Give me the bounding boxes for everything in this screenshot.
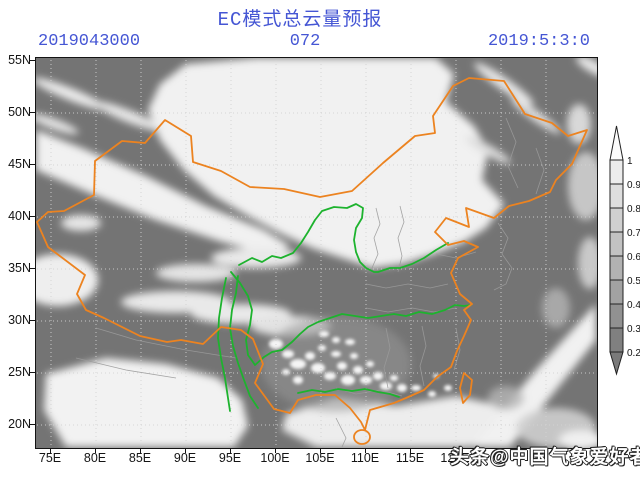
colorbar-label: 0.7 — [627, 228, 640, 239]
y-axis-tick — [30, 319, 35, 321]
river-lines — [217, 203, 472, 412]
x-axis-label: 90E — [173, 451, 197, 465]
x-axis-tick — [49, 448, 51, 453]
x-axis-tick — [409, 448, 411, 453]
x-axis-tick — [94, 448, 96, 453]
yangtze-river — [230, 271, 472, 366]
x-axis-label: 75E — [38, 451, 62, 465]
x-axis-label: 105E — [305, 451, 335, 465]
province-borders — [75, 117, 545, 448]
y-axis-label: 20N — [8, 417, 31, 431]
x-axis-label: 80E — [83, 451, 107, 465]
x-axis-label: 110E — [350, 451, 380, 465]
x-axis-tick — [229, 448, 231, 453]
watermark-text: 头条@中国气象爱好者 — [450, 447, 640, 468]
colorbar-label: 0.4 — [627, 300, 640, 311]
x-axis-label: 100E — [260, 451, 290, 465]
x-axis-label: 120E — [440, 451, 470, 465]
y-axis-tick — [30, 215, 35, 217]
colorbar-label: 0.3 — [627, 324, 640, 335]
x-axis-label: 85E — [128, 451, 152, 465]
x-axis-tick — [319, 448, 321, 453]
x-axis-label: 95E — [218, 451, 242, 465]
x-axis-tick — [544, 448, 546, 453]
y-axis-tick — [30, 267, 35, 269]
colorbar-top-arrow — [609, 125, 624, 161]
x-axis-tick — [499, 448, 501, 453]
colorbar-label: 0.8 — [627, 204, 640, 215]
pearl-river — [297, 388, 400, 398]
x-axis-tick — [454, 448, 456, 453]
x-axis-tick — [139, 448, 141, 453]
colorbar-bottom-arrow — [609, 351, 624, 376]
taiwan-outline — [459, 372, 473, 404]
colorbar-label: 0.2 — [627, 348, 640, 359]
mekong-river — [229, 275, 259, 409]
x-axis-tick — [274, 448, 276, 453]
y-axis-label: 35N — [8, 261, 31, 275]
y-axis-tick — [30, 59, 35, 61]
colorbar-label: 0.6 — [627, 252, 640, 263]
y-axis-label: 30N — [8, 313, 31, 327]
convective-cloud-speckles — [269, 331, 452, 397]
lat-lon-gridlines — [37, 60, 596, 447]
y-axis-tick — [30, 423, 35, 425]
page-title: EC模式总云量预报 — [217, 9, 383, 31]
x-axis-label: 115E — [395, 451, 425, 465]
x-axis-tick — [184, 448, 186, 453]
colorbar-label: 0.9 — [627, 180, 640, 191]
valid-time-label: 2019:5:3:0 — [487, 32, 590, 51]
y-axis-tick — [30, 371, 35, 373]
map-plot-area — [35, 57, 598, 449]
cloud-fraction-colorbar: 1 0.9 0.8 0.7 0.6 0.5 0.4 0.3 0.2 — [609, 125, 640, 376]
init-time-label: 2019043000 — [38, 32, 141, 51]
yellow-river — [238, 203, 449, 273]
x-axis-tick — [364, 448, 366, 453]
y-axis-label: 40N — [8, 209, 31, 223]
cloud-field — [36, 58, 597, 448]
y-axis-label: 50N — [8, 105, 31, 119]
y-axis-label: 55N — [8, 53, 31, 67]
colorbar-label: 1 — [627, 156, 633, 167]
y-axis-label: 45N — [8, 157, 31, 171]
y-axis-tick — [30, 111, 35, 113]
china-national-border — [36, 77, 588, 445]
cloud-cover-map — [36, 58, 597, 448]
colorbar-label: 0.5 — [627, 276, 640, 287]
y-axis-tick — [30, 163, 35, 165]
salween-river — [217, 277, 231, 412]
y-axis-label: 25N — [8, 365, 31, 379]
hainan-outline — [353, 429, 371, 445]
forecast-hour-label: 072 — [289, 32, 321, 51]
